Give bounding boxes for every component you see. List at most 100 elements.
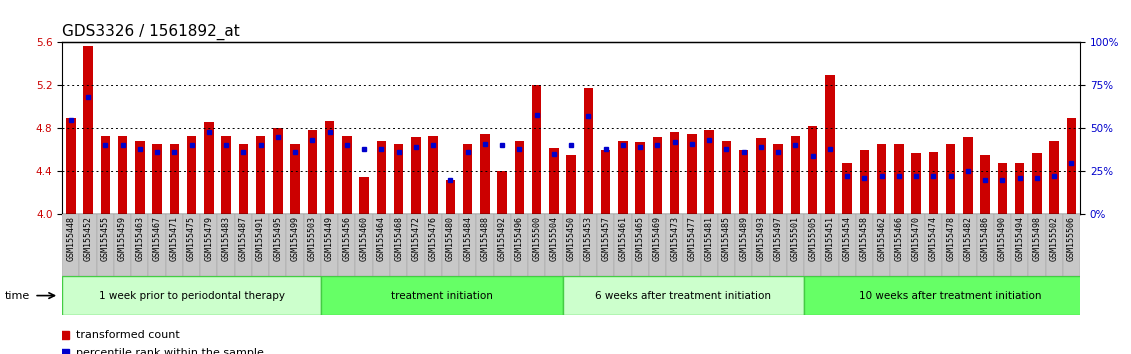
- Text: GSM155492: GSM155492: [498, 216, 507, 261]
- Text: 6 weeks after treatment initiation: 6 weeks after treatment initiation: [595, 291, 771, 301]
- Text: GSM155493: GSM155493: [757, 216, 766, 261]
- Bar: [390, 214, 407, 276]
- Bar: [321, 276, 562, 315]
- Text: GSM155505: GSM155505: [809, 216, 818, 261]
- Bar: [826, 75, 835, 214]
- Bar: [545, 214, 562, 276]
- Bar: [1045, 214, 1063, 276]
- Bar: [360, 177, 369, 214]
- Bar: [338, 214, 355, 276]
- Bar: [217, 214, 235, 276]
- Bar: [252, 214, 269, 276]
- Text: GSM155466: GSM155466: [895, 216, 904, 261]
- Bar: [1067, 118, 1077, 214]
- Bar: [907, 214, 925, 276]
- Text: GSM155483: GSM155483: [222, 216, 231, 261]
- Text: GSM155473: GSM155473: [671, 216, 680, 261]
- Bar: [683, 214, 700, 276]
- Bar: [204, 122, 214, 214]
- Bar: [373, 214, 390, 276]
- Bar: [787, 214, 804, 276]
- Bar: [562, 214, 580, 276]
- Text: GSM155479: GSM155479: [205, 216, 214, 261]
- Text: GSM155454: GSM155454: [843, 216, 852, 261]
- Text: GSM155499: GSM155499: [291, 216, 300, 261]
- Text: GSM155456: GSM155456: [343, 216, 352, 261]
- Bar: [925, 214, 942, 276]
- Bar: [856, 214, 873, 276]
- Bar: [942, 214, 959, 276]
- Bar: [148, 214, 166, 276]
- Text: GSM155478: GSM155478: [947, 216, 956, 261]
- Bar: [135, 141, 145, 214]
- Bar: [890, 214, 907, 276]
- Bar: [976, 214, 994, 276]
- Bar: [493, 214, 511, 276]
- Bar: [649, 214, 666, 276]
- Bar: [946, 144, 956, 214]
- Text: GSM155461: GSM155461: [619, 216, 628, 261]
- Text: percentile rank within the sample: percentile rank within the sample: [77, 348, 265, 354]
- Bar: [1011, 214, 1028, 276]
- Bar: [769, 214, 787, 276]
- Bar: [235, 214, 252, 276]
- Bar: [511, 214, 528, 276]
- Bar: [838, 214, 856, 276]
- Bar: [860, 150, 870, 214]
- Bar: [873, 214, 890, 276]
- Bar: [821, 214, 838, 276]
- Bar: [580, 214, 597, 276]
- Bar: [804, 214, 821, 276]
- Bar: [222, 136, 231, 214]
- Bar: [463, 144, 473, 214]
- Bar: [476, 214, 493, 276]
- Bar: [774, 144, 783, 214]
- Bar: [183, 214, 200, 276]
- Bar: [131, 214, 148, 276]
- Text: GSM155484: GSM155484: [463, 216, 472, 261]
- Text: GSM155501: GSM155501: [791, 216, 800, 261]
- Text: GSM155488: GSM155488: [481, 216, 490, 261]
- Bar: [321, 214, 338, 276]
- Bar: [166, 214, 183, 276]
- Bar: [739, 150, 749, 214]
- Bar: [62, 214, 79, 276]
- Text: treatment initiation: treatment initiation: [391, 291, 493, 301]
- Text: GSM155470: GSM155470: [912, 216, 921, 261]
- Bar: [1028, 214, 1045, 276]
- Text: GSM155471: GSM155471: [170, 216, 179, 261]
- Bar: [101, 136, 110, 214]
- Text: GSM155497: GSM155497: [774, 216, 783, 261]
- Text: GSM155500: GSM155500: [533, 216, 541, 261]
- Bar: [66, 118, 76, 214]
- Bar: [481, 134, 490, 214]
- Text: GSM155480: GSM155480: [446, 216, 455, 261]
- Bar: [62, 276, 321, 315]
- Bar: [895, 144, 904, 214]
- Bar: [1050, 141, 1059, 214]
- Bar: [791, 136, 800, 214]
- Bar: [97, 214, 114, 276]
- Text: GSM155489: GSM155489: [740, 216, 749, 261]
- Bar: [273, 128, 283, 214]
- Bar: [200, 214, 217, 276]
- Text: 10 weeks after treatment initiation: 10 weeks after treatment initiation: [860, 291, 1042, 301]
- Bar: [325, 121, 335, 214]
- Bar: [550, 148, 559, 214]
- Bar: [718, 214, 735, 276]
- Text: GSM155468: GSM155468: [394, 216, 403, 261]
- Text: GSM155504: GSM155504: [550, 216, 559, 261]
- Bar: [84, 46, 93, 214]
- Bar: [528, 214, 545, 276]
- Text: GDS3326 / 1561892_at: GDS3326 / 1561892_at: [62, 23, 240, 40]
- Bar: [342, 136, 352, 214]
- Bar: [929, 152, 939, 214]
- Text: GSM155459: GSM155459: [118, 216, 127, 261]
- Text: GSM155464: GSM155464: [377, 216, 386, 261]
- Text: GSM155448: GSM155448: [67, 216, 76, 261]
- Text: GSM155494: GSM155494: [1016, 216, 1025, 261]
- Bar: [998, 162, 1008, 214]
- Text: GSM155498: GSM155498: [1033, 216, 1042, 261]
- Text: GSM155475: GSM155475: [187, 216, 196, 261]
- Text: GSM155482: GSM155482: [964, 216, 973, 261]
